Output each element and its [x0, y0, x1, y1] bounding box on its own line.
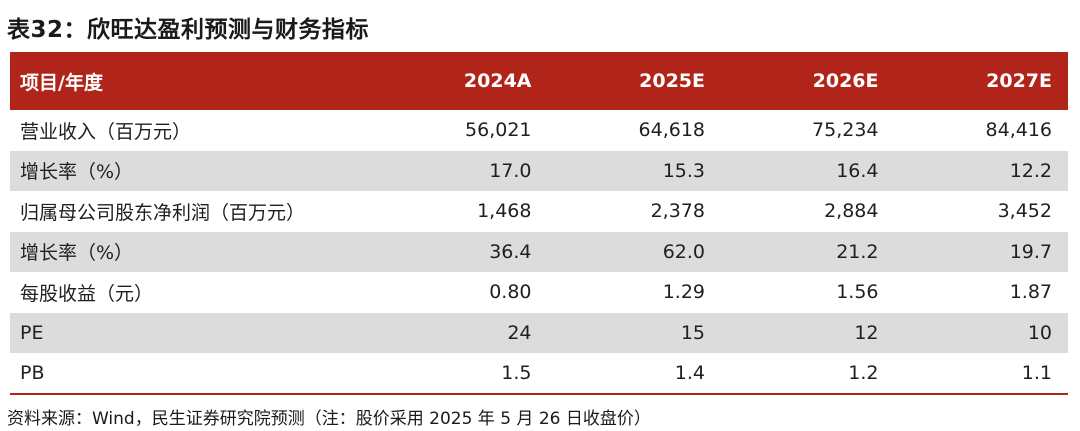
cell: 15.3: [662, 159, 705, 182]
header-row: 项目/年度 2024A 2025E 2026E 2027E: [10, 52, 1068, 110]
cell: 21.2: [836, 240, 879, 263]
cell: 1,468: [477, 200, 532, 223]
cell: 16.4: [836, 159, 879, 182]
table-row: 增长率（%） 17.0 15.3 16.4 12.2: [10, 150, 1068, 191]
cell: 1.1: [894, 353, 1068, 395]
cell: 12.2: [1009, 159, 1052, 182]
cell: 36.4: [489, 240, 532, 263]
header-2027e: 2027E: [986, 70, 1052, 92]
row-label: 每股收益（元）: [20, 282, 154, 305]
cell: 1.87: [1009, 281, 1052, 304]
cell: 64,618: [638, 119, 705, 142]
table-row: PE 24 15 12 10: [10, 312, 1068, 353]
cell: 2,884: [824, 200, 879, 223]
table-row: 增长率（%） 36.4 62.0 21.2 19.7: [10, 231, 1068, 272]
cell: 84,416: [985, 119, 1052, 142]
cell: 56,021: [465, 119, 532, 142]
cell: 1.29: [662, 281, 705, 304]
table-row: 归属母公司股东净利润（百万元） 1,468 2,378 2,884 3,452: [10, 191, 1068, 232]
header-2024a: 2024A: [463, 70, 532, 92]
row-label: PE: [20, 321, 44, 344]
cell: 75,234: [812, 119, 879, 142]
cell: 1.56: [836, 281, 879, 304]
cell: 1.2: [721, 353, 895, 395]
cell: 15: [680, 321, 705, 344]
cell: 10: [1027, 321, 1052, 344]
table-row: 营业收入（百万元） 56,021 64,618 75,234 84,416: [10, 110, 1068, 151]
financial-forecast-table: 项目/年度 2024A 2025E 2026E 2027E 营业收入（百万元） …: [10, 52, 1068, 395]
header-2026e: 2026E: [812, 70, 879, 92]
cell: 17.0: [489, 159, 532, 182]
row-label: 增长率（%）: [20, 161, 134, 184]
row-label: 营业收入（百万元）: [20, 120, 192, 143]
cell: 19.7: [1009, 240, 1052, 263]
table-row: PB 1.5 1.4 1.2 1.1: [10, 353, 1068, 395]
cell: 62.0: [662, 240, 705, 263]
row-label: PB: [10, 353, 374, 395]
cell: 1.4: [547, 353, 721, 395]
cell: 3,452: [997, 200, 1052, 223]
cell: 2,378: [650, 200, 705, 223]
header-item: 项目/年度: [20, 71, 103, 94]
cell: 1.5: [374, 353, 548, 395]
cell: 0.80: [489, 281, 532, 304]
table-title: 表32：欣旺达盈利预测与财务指标: [7, 17, 370, 43]
source-note: 资料来源：Wind，民生证券研究院预测（注：股价采用 2025 年 5 月 26…: [7, 409, 651, 429]
cell: 24: [507, 321, 532, 344]
row-label: 归属母公司股东净利润（百万元）: [20, 201, 306, 224]
cell: 12: [854, 321, 879, 344]
table-row: 每股收益（元） 0.80 1.29 1.56 1.87: [10, 272, 1068, 313]
header-2025e: 2025E: [639, 70, 705, 92]
row-label: 增长率（%）: [20, 242, 134, 265]
